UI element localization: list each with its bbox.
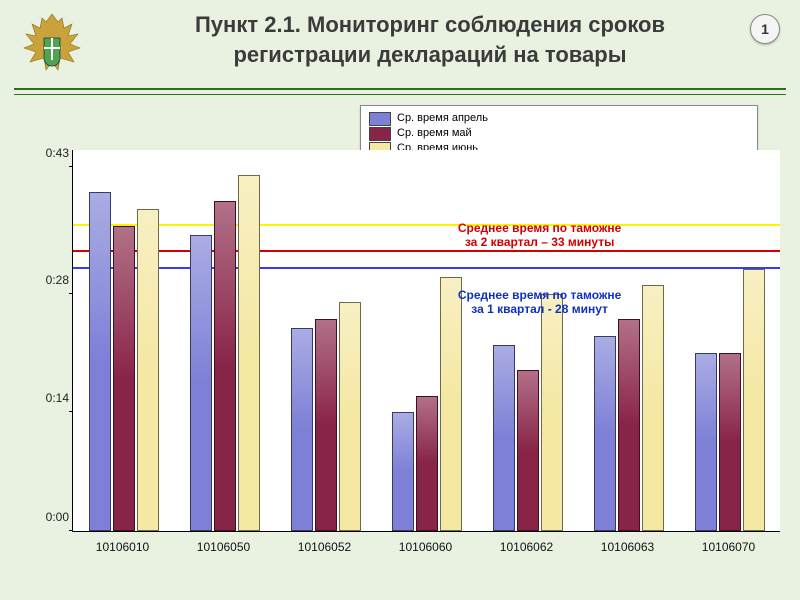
reference-line-avg_june [73, 224, 780, 226]
bar-may [113, 226, 135, 531]
title-line-2: регистрации деклараций на товары [233, 42, 626, 67]
annotation: Среднее время по таможнеза 1 квартал - 2… [430, 288, 650, 316]
x-tick-label: 10106060 [399, 540, 452, 554]
bar-june [642, 285, 664, 531]
bar-june [137, 209, 159, 531]
bar-april [392, 412, 414, 531]
y-tick-label: 0:43 [31, 146, 69, 160]
chart: 0:000:140:280:43Среднее время по таможне… [30, 150, 780, 560]
legend-swatch [369, 112, 391, 126]
annotation: Среднее время по таможнеза 2 квартал – 3… [430, 221, 650, 249]
x-tick-label: 10106070 [702, 540, 755, 554]
reference-line-avg_may [73, 250, 780, 252]
x-tick-label: 10106063 [601, 540, 654, 554]
x-tick-label: 10106062 [500, 540, 553, 554]
bar-may [416, 396, 438, 531]
legend-row: Ср. время май [369, 127, 749, 141]
bar-april [695, 353, 717, 531]
page-number-badge: 1 [750, 14, 780, 44]
bar-april [594, 336, 616, 531]
title-line-1: Пункт 2.1. Мониторинг соблюдения сроков [195, 12, 665, 37]
y-tick-mark [69, 166, 73, 167]
bar-april [291, 328, 313, 531]
bar-april [89, 192, 111, 531]
bar-may [719, 353, 741, 531]
bar-june [541, 294, 563, 531]
bar-june [339, 302, 361, 531]
header: Пункт 2.1. Мониторинг соблюдения сроков … [0, 0, 800, 95]
bar-may [315, 319, 337, 531]
x-tick-label: 10106050 [197, 540, 250, 554]
legend-swatch [369, 127, 391, 141]
plot-area: 0:000:140:280:43Среднее время по таможне… [72, 150, 780, 532]
reference-line-avg_april [73, 267, 780, 269]
y-tick-mark [69, 530, 73, 531]
bar-may [214, 201, 236, 531]
x-tick-label: 10106010 [96, 540, 149, 554]
y-tick-label: 0:28 [31, 273, 69, 287]
bar-may [517, 370, 539, 531]
bar-june [743, 269, 765, 531]
legend-label: Ср. время май [397, 127, 472, 141]
bar-april [190, 235, 212, 531]
legend-label: Ср. время апрель [397, 112, 488, 126]
x-axis-labels: 10106010 10106050 10106052 10106060 10106062… [72, 536, 780, 560]
crest-icon [16, 8, 88, 80]
bar-june [238, 175, 260, 531]
header-rule [14, 88, 786, 95]
y-tick-label: 0:14 [31, 391, 69, 405]
x-tick-label: 10106052 [298, 540, 351, 554]
bar-may [618, 319, 640, 531]
page-title: Пункт 2.1. Мониторинг соблюдения сроков … [120, 10, 740, 69]
legend-row: Ср. время апрель [369, 112, 749, 126]
y-tick-label: 0:00 [31, 510, 69, 524]
bar-april [493, 345, 515, 531]
y-tick-mark [69, 411, 73, 412]
y-tick-mark [69, 293, 73, 294]
